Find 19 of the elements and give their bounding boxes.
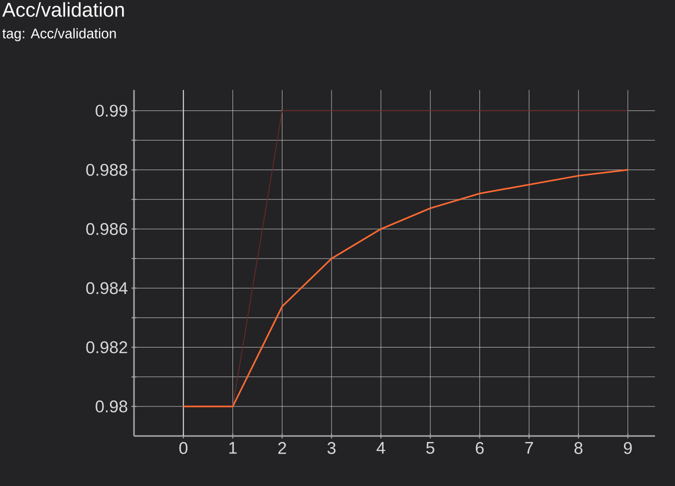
x-tick-label: 2 <box>278 442 286 454</box>
x-tick-label: 8 <box>574 442 582 454</box>
y-tick-label: 0.988 <box>86 164 128 176</box>
chart-title: Acc/validation <box>2 2 124 17</box>
x-tick-label: 3 <box>327 442 336 454</box>
x-tick-label: 5 <box>426 442 434 454</box>
x-tick-label: 9 <box>624 442 632 454</box>
x-tick-label: 0 <box>179 442 188 454</box>
x-tick-label: 1 <box>229 442 237 454</box>
y-tick-label: 0.99 <box>96 104 128 117</box>
chart-subtitle: tag: Acc/validation <box>2 28 116 42</box>
x-tick-label: 4 <box>376 442 386 454</box>
x-tick-label: 7 <box>525 442 533 454</box>
y-tick-label: 0.982 <box>86 341 128 354</box>
y-tick-label: 0.986 <box>86 222 128 235</box>
x-tick-label: 6 <box>476 442 484 454</box>
y-tick-label: 0.984 <box>86 282 128 294</box>
y-tick-label: 0.98 <box>96 400 128 412</box>
line-series <box>182 169 629 408</box>
